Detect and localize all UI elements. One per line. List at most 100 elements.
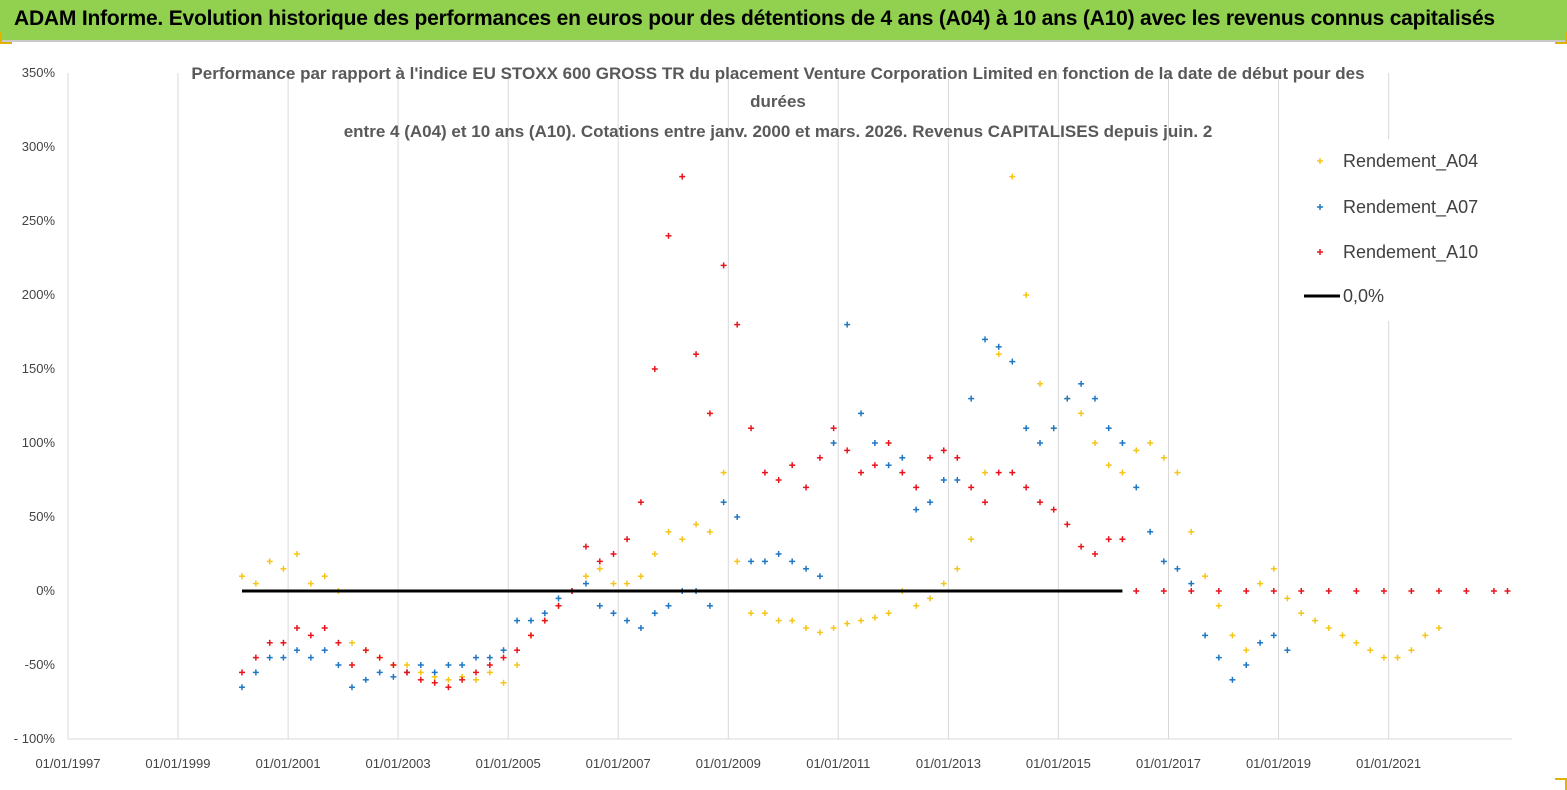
data-point	[252, 654, 259, 661]
data-point	[1050, 506, 1057, 513]
data-point	[280, 639, 287, 646]
data-point	[321, 573, 328, 580]
data-point	[1119, 469, 1126, 476]
data-point	[830, 425, 837, 432]
data-point	[954, 565, 961, 572]
data-point	[1202, 632, 1209, 639]
legend-plus-marker	[1317, 158, 1323, 164]
x-tick-label: 01/01/2005	[476, 756, 541, 771]
y-axis: - 100% -50% 0% 50% 100% 150% 200% 250% 300% 350%	[14, 65, 56, 746]
data-point	[431, 669, 438, 676]
data-point	[940, 477, 947, 483]
data-point	[417, 669, 424, 676]
x-tick-label: 01/01/2013	[916, 756, 981, 771]
data-point	[789, 462, 796, 469]
data-point	[775, 617, 782, 624]
data-point	[803, 625, 810, 631]
data-point	[871, 462, 878, 469]
data-point	[1202, 573, 1209, 580]
data-point	[362, 676, 369, 683]
data-point	[1050, 425, 1057, 432]
data-point	[940, 580, 947, 587]
data-point	[1147, 528, 1154, 535]
data-point	[514, 662, 521, 668]
data-point	[803, 565, 810, 572]
data-point	[1091, 551, 1098, 557]
data-point	[1380, 654, 1387, 661]
data-point	[816, 629, 823, 636]
data-point	[293, 647, 300, 654]
y-tick-label: 100%	[22, 435, 56, 450]
data-point	[1325, 625, 1332, 631]
title-banner: ADAM Informe. Evolution historique des p…	[0, 0, 1567, 42]
series-rendement_a04	[239, 173, 1442, 686]
data-point	[555, 595, 562, 602]
y-tick-label: 300%	[22, 139, 56, 154]
data-point	[1133, 484, 1140, 491]
data-point	[1078, 543, 1085, 550]
chart-title: Performance par rapport à l'indice EU ST…	[191, 64, 1364, 141]
data-point	[1284, 647, 1291, 654]
data-point	[459, 662, 466, 668]
data-point	[1174, 565, 1181, 572]
data-point	[514, 617, 521, 624]
data-point	[610, 610, 617, 617]
x-tick-label: 01/01/2015	[1026, 756, 1091, 771]
data-point	[858, 469, 865, 476]
data-point	[637, 573, 644, 580]
data-point	[1463, 588, 1470, 594]
data-point	[624, 580, 631, 587]
data-point	[720, 499, 727, 506]
legend-item: Rendement_A10	[1317, 242, 1478, 263]
data-point	[403, 662, 410, 668]
data-point	[1064, 395, 1071, 402]
data-point	[679, 173, 686, 180]
data-point	[417, 676, 424, 683]
legend-label: Rendement_A04	[1343, 151, 1478, 172]
data-point	[610, 580, 617, 587]
data-point	[1504, 588, 1511, 594]
data-point	[927, 499, 934, 506]
data-point	[844, 620, 851, 627]
data-point	[1257, 580, 1264, 587]
data-point	[472, 676, 479, 683]
data-point	[1009, 173, 1016, 180]
data-point	[555, 602, 562, 609]
data-point	[541, 610, 548, 617]
data-point	[637, 625, 644, 631]
legend-plus-marker	[1317, 249, 1323, 255]
data-point	[844, 447, 851, 454]
data-point	[1188, 588, 1195, 594]
report-title: ADAM Informe. Evolution historique des p…	[14, 7, 1495, 30]
data-point	[995, 343, 1002, 350]
data-point	[417, 662, 424, 668]
data-point	[1229, 676, 1236, 683]
data-point	[596, 565, 603, 572]
data-point	[982, 469, 989, 476]
data-point	[885, 440, 892, 446]
x-tick-label: 01/01/2009	[696, 756, 761, 771]
data-point	[858, 410, 865, 417]
data-point	[1023, 292, 1030, 298]
data-point	[307, 654, 314, 661]
data-point	[335, 662, 342, 668]
legend-item: Rendement_A04	[1317, 151, 1478, 172]
data-point	[1160, 454, 1167, 461]
data-point	[1078, 380, 1085, 387]
data-point	[486, 662, 493, 668]
data-point	[651, 366, 658, 372]
data-point	[968, 484, 975, 491]
data-point	[927, 595, 934, 602]
data-point	[472, 669, 479, 676]
data-point	[761, 469, 768, 476]
x-tick-label: 01/01/2019	[1246, 756, 1311, 771]
data-point	[252, 580, 259, 587]
data-point	[624, 617, 631, 624]
data-point	[376, 669, 383, 676]
data-point	[1339, 632, 1346, 639]
chart-points	[239, 173, 1511, 691]
data-point	[500, 654, 507, 661]
data-point	[266, 654, 273, 661]
data-point	[651, 610, 658, 617]
data-point	[995, 351, 1002, 358]
